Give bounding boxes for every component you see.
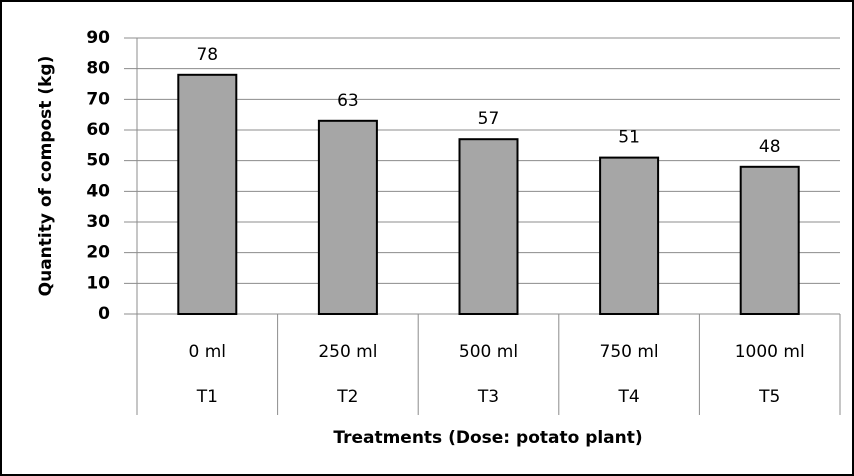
y-axis-title: Quantity of compost (kg) [36,56,56,297]
data-label: 78 [196,45,218,65]
y-tick-label: 80 [86,59,110,79]
x-tick-label: 0 ml [189,342,227,362]
bar [599,156,660,315]
data-label: 48 [759,137,781,157]
y-tick-label: 30 [86,212,110,232]
y-tick-label: 90 [86,28,110,48]
y-tick-label: 40 [86,181,110,201]
x-tick-label: 1000 ml [735,342,805,362]
x-tick-label: 500 ml [459,342,518,362]
bar [177,73,238,315]
y-tick-label: 20 [86,243,110,263]
x-axis-title: Treatments (Dose: potato plant) [333,428,642,448]
x-group-label: T5 [758,387,780,407]
y-tick-label: 0 [98,304,110,324]
data-label: 51 [618,128,640,148]
x-group-label: T3 [477,387,499,407]
y-tick-label: 50 [86,151,110,171]
x-group-label: T4 [617,387,639,407]
x-tick-label: 250 ml [318,342,377,362]
y-tick-label: 60 [86,120,110,140]
bar [317,119,378,315]
x-tick-label: 750 ml [600,342,659,362]
y-tick-label: 10 [86,273,110,293]
data-label: 63 [337,91,359,111]
bar [739,165,800,315]
bar [458,138,519,315]
x-group-label: T2 [336,387,358,407]
y-tick-label: 70 [86,89,110,109]
data-label: 57 [478,109,500,129]
x-group-label: T1 [196,387,218,407]
